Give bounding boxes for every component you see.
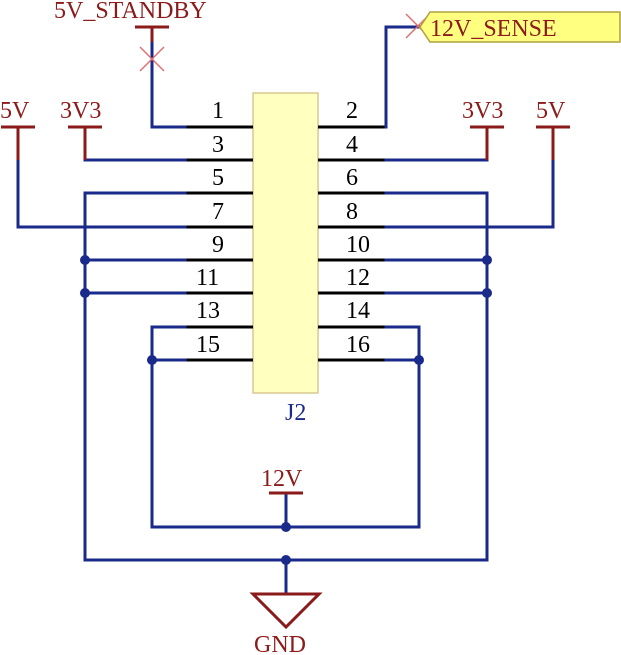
junction-dot — [147, 355, 157, 365]
ground-symbol: GND — [249, 592, 323, 655]
net-label-3v3-right: 3V3 — [462, 98, 503, 124]
left-pin-numbers: 1 3 5 7 9 11 13 15 — [196, 98, 224, 358]
pin-number: 10 — [346, 232, 370, 258]
junction-dot — [80, 288, 90, 298]
pin-number: 2 — [346, 98, 358, 124]
pin-number: 15 — [196, 332, 220, 358]
pin-number: 4 — [346, 132, 358, 158]
junction-dot — [482, 255, 492, 265]
pin-number: 16 — [346, 332, 370, 358]
right-pin-stubs — [318, 125, 386, 362]
pin-number: 14 — [346, 298, 370, 324]
net-label-5v-standby: 5V_STANDBY — [54, 0, 207, 24]
net-label-5v-left: 5V — [0, 98, 30, 124]
junction-dot — [281, 522, 291, 532]
pin-number: 5 — [212, 165, 224, 191]
connector-refdes: J2 — [285, 400, 306, 426]
pin-number: 6 — [346, 165, 358, 191]
right-pin-numbers: 2 4 6 8 10 12 14 16 — [346, 98, 370, 358]
pin-number: 1 — [212, 98, 224, 124]
pin-number: 13 — [196, 298, 220, 324]
net-label-12v-sense: 12V_SENSE — [430, 16, 557, 42]
junction-dot — [281, 555, 291, 565]
junction-dot — [414, 355, 424, 365]
power-symbol-3v3-left: 3V3 — [60, 98, 102, 160]
net-label-12v-sense-box: 12V_SENSE — [405, 11, 621, 43]
power-symbol-5v-right: 5V — [536, 98, 570, 160]
pin-number: 8 — [346, 199, 358, 225]
power-symbol-5v-standby: 5V_STANDBY — [54, 0, 207, 72]
net-label-gnd: GND — [254, 632, 306, 655]
net-label-3v3-left: 3V3 — [60, 98, 101, 124]
connector-body — [252, 92, 319, 394]
power-symbol-12v: 12V — [261, 466, 303, 495]
junction-dot — [482, 288, 492, 298]
left-pin-stubs — [185, 125, 253, 362]
net-label-5v-right: 5V — [536, 98, 566, 124]
power-symbol-3v3-right: 3V3 — [462, 98, 504, 160]
pin-number: 11 — [196, 265, 219, 291]
pin-number: 3 — [212, 132, 224, 158]
pin-number: 12 — [346, 265, 370, 291]
pin-number: 7 — [212, 199, 224, 225]
net-label-12v: 12V — [261, 466, 303, 492]
power-symbol-5v-left: 5V — [0, 98, 35, 160]
pin-number: 9 — [212, 232, 224, 258]
junction-dots — [80, 255, 492, 565]
junction-dot — [80, 255, 90, 265]
